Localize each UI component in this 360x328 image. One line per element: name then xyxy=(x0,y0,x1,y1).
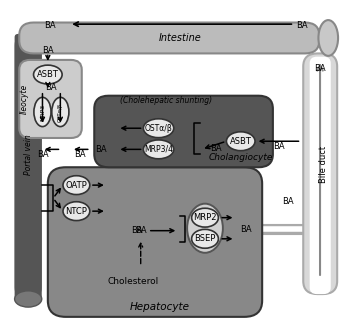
Text: BA: BA xyxy=(42,46,54,55)
Text: Cholesterol: Cholesterol xyxy=(108,277,159,286)
Text: BA: BA xyxy=(210,144,221,153)
Text: MRP3: MRP3 xyxy=(40,103,45,121)
Text: BA: BA xyxy=(135,226,147,235)
Text: Intestine: Intestine xyxy=(159,33,201,43)
Ellipse shape xyxy=(52,97,69,127)
Text: BA: BA xyxy=(131,226,143,235)
Text: ASBT: ASBT xyxy=(230,137,252,146)
Ellipse shape xyxy=(226,132,255,151)
Text: ASBT: ASBT xyxy=(37,70,59,79)
FancyBboxPatch shape xyxy=(15,34,42,299)
Text: (Cholehepatic shunting): (Cholehepatic shunting) xyxy=(120,96,212,105)
Text: BA: BA xyxy=(274,142,285,151)
Ellipse shape xyxy=(33,65,62,84)
Text: BA: BA xyxy=(37,150,48,159)
Ellipse shape xyxy=(34,97,51,127)
FancyBboxPatch shape xyxy=(303,53,337,294)
FancyBboxPatch shape xyxy=(48,167,262,317)
Text: BA: BA xyxy=(44,21,56,30)
Text: Hepatocyte: Hepatocyte xyxy=(129,302,189,312)
Ellipse shape xyxy=(15,291,42,307)
Text: Portal vein: Portal vein xyxy=(24,134,33,174)
FancyBboxPatch shape xyxy=(19,23,319,53)
FancyBboxPatch shape xyxy=(94,96,273,167)
Ellipse shape xyxy=(319,20,338,56)
Text: BSEP: BSEP xyxy=(194,234,216,243)
Ellipse shape xyxy=(63,176,90,195)
FancyBboxPatch shape xyxy=(15,34,42,299)
Ellipse shape xyxy=(143,140,174,159)
Text: BA: BA xyxy=(282,197,294,206)
Text: BA: BA xyxy=(240,225,252,234)
Ellipse shape xyxy=(187,204,223,253)
Text: Bile duct: Bile duct xyxy=(319,145,328,183)
FancyBboxPatch shape xyxy=(310,57,331,294)
Ellipse shape xyxy=(143,119,174,138)
Text: OSTα/β: OSTα/β xyxy=(58,102,63,122)
Text: Cholangiocyte: Cholangiocyte xyxy=(208,153,273,162)
Text: OATP: OATP xyxy=(66,181,87,190)
Text: NTCP: NTCP xyxy=(66,207,87,215)
Ellipse shape xyxy=(63,202,90,221)
FancyBboxPatch shape xyxy=(19,60,82,138)
Text: BA: BA xyxy=(74,150,86,159)
Text: Ileocyte: Ileocyte xyxy=(20,84,29,114)
Ellipse shape xyxy=(192,208,219,227)
Text: MRP2: MRP2 xyxy=(193,213,217,222)
Ellipse shape xyxy=(192,229,219,248)
Text: BA: BA xyxy=(296,21,308,30)
Text: BA: BA xyxy=(46,83,57,92)
Text: MRP3/4: MRP3/4 xyxy=(144,145,173,154)
Text: BA: BA xyxy=(96,145,107,154)
Text: OSTα/β: OSTα/β xyxy=(145,124,172,133)
Text: BA: BA xyxy=(314,64,326,72)
